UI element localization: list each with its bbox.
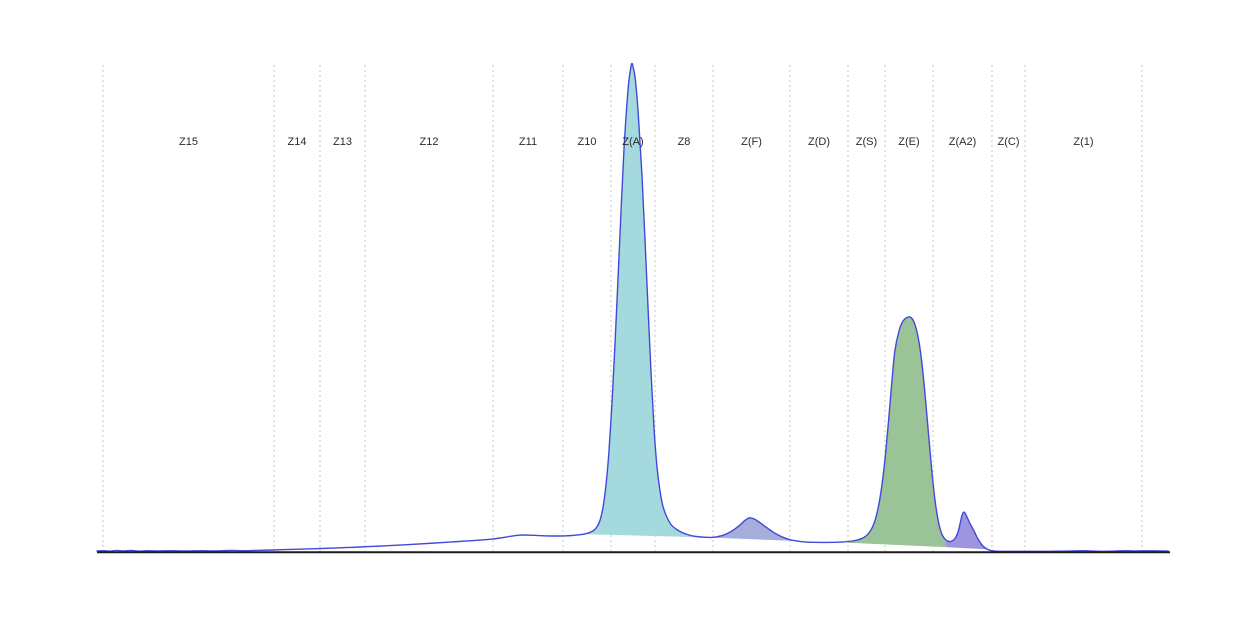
zone-label-za: Z(A) (622, 136, 643, 148)
zone-label-z14: Z14 (288, 136, 307, 148)
zone-label-z11: Z11 (519, 136, 537, 148)
zone-label-zd: Z(D) (808, 136, 830, 148)
peak-fill-areas (586, 63, 986, 550)
zone-label-z8: Z8 (678, 136, 691, 148)
zone-label-z13: Z13 (333, 136, 352, 148)
zone-label-z12: Z12 (420, 136, 439, 148)
zone-label-z10: Z10 (578, 136, 597, 148)
peak-E-fill (848, 63, 946, 548)
trace-line (96, 62, 1169, 553)
zone-label-zc: Z(C) (998, 136, 1020, 148)
zone-label-zs: Z(S) (856, 136, 877, 148)
zone-label-zf: Z(F) (741, 136, 762, 148)
zone-labels: Z15 Z14 Z13 Z12 Z11 Z10 Z(A) Z8 Z(F) Z(D) Z(S) Z(E)… (179, 136, 1094, 148)
zone-label-za2: Z(A2) (949, 136, 977, 148)
zone-label-z1: Z(1) (1073, 136, 1093, 148)
peak-A-fill (586, 63, 713, 538)
zone-label-z15: Z15 (179, 136, 198, 148)
zone-label-ze: Z(E) (898, 136, 919, 148)
trace-curve (96, 62, 1169, 553)
